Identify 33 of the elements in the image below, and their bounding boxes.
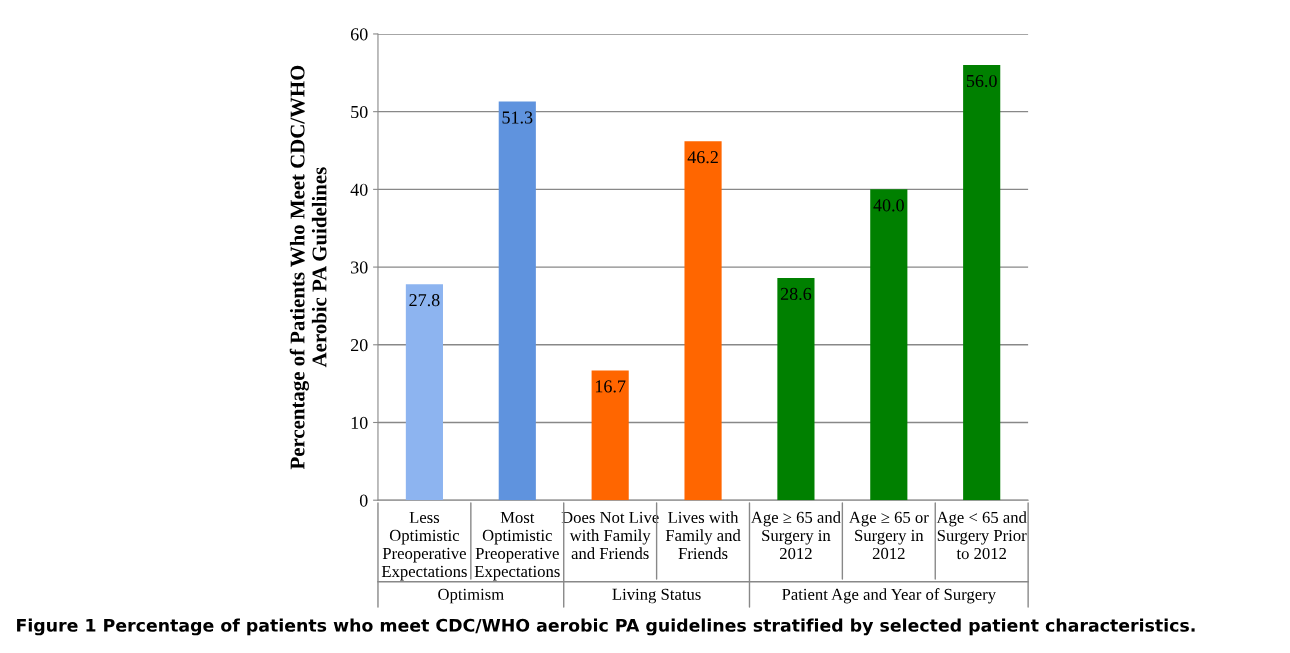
y-tick-label: 0 [359, 494, 368, 507]
text: Figure 1 Percentage of patients who meet CDC/WHO aerobic PA guidelines stratified by selected patient characteristics. [17, 618, 1195, 636]
x-tick-label: Age < 65 and Surgery Prior to 2012 [936, 511, 1027, 560]
data-label: 16.7 [595, 380, 626, 393]
x-tick-label: Less Optimistic Preoperative Expectations [381, 511, 467, 581]
y-tick-label: 40 [350, 183, 368, 196]
data-label: 46.2 [687, 151, 718, 164]
data-label: 51.3 [502, 111, 533, 124]
y-axis-title: Percentage of Patients Who Meet CDC/WHO Aerobic PA Guidelines [289, 65, 327, 470]
y-tick-label: 20 [350, 339, 368, 352]
text: Patient Age and Year of Surgery [782, 588, 996, 604]
data-label: 40.0 [873, 199, 904, 212]
x-tick-label: Age ≥ 65 and Surgery in 2012 [751, 511, 841, 560]
bar [870, 189, 908, 501]
bar [591, 370, 629, 501]
y-tick-label: 60 [350, 28, 368, 41]
data-label: 28.6 [780, 287, 812, 301]
text: Living Status [612, 588, 701, 604]
data-label: 27.8 [409, 294, 440, 307]
y-tick-label: 10 [351, 416, 368, 429]
x-tick-label: Does Not Live with Family and Friends [561, 511, 659, 560]
x-tick-label: Age ≥ 65 or Surgery in 2012 [848, 511, 929, 560]
bar [405, 284, 443, 501]
text: Optimism [438, 588, 504, 604]
x-tick-label: Lives with Family and Friends [665, 511, 741, 560]
bar [963, 65, 1001, 501]
bar [777, 277, 815, 501]
data-label: 56.0 [966, 74, 997, 88]
bar [684, 141, 722, 501]
y-tick-label: 30 [351, 261, 368, 274]
bar [498, 101, 536, 501]
y-tick-label: 50 [351, 105, 368, 119]
x-tick-label: Most Optimistic Preoperative Expectations [474, 511, 560, 581]
